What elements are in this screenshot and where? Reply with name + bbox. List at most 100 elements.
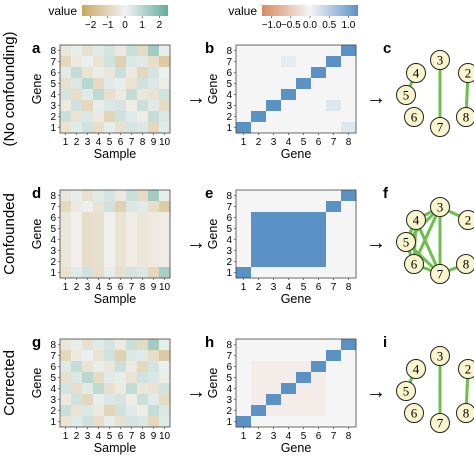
heatmap-cell — [148, 89, 160, 101]
heatmap-cell — [159, 190, 171, 202]
network-node — [396, 381, 416, 401]
heatmap-cell — [159, 350, 171, 362]
heatmap-cell — [251, 111, 267, 123]
network-node — [404, 403, 424, 423]
x-tick-label: 5 — [107, 282, 113, 293]
heatmap-cell — [104, 223, 116, 235]
heatmap-cell — [137, 78, 149, 90]
x-tick-label: 10 — [159, 431, 171, 442]
heatmap-cell — [71, 89, 83, 101]
heatmap-cell — [341, 212, 357, 224]
heatmap-cell — [82, 89, 94, 101]
heatmap-cell — [281, 201, 297, 213]
x-tick-label: 2 — [74, 431, 80, 442]
heatmap-cell — [148, 223, 160, 235]
x-tick-label: 3 — [271, 137, 277, 148]
heatmap-cell — [115, 111, 127, 123]
heatmap-cell — [148, 372, 160, 384]
heatmap-cell — [137, 339, 149, 351]
heatmap-cell — [104, 56, 116, 68]
heatmap-cell — [126, 372, 138, 384]
y-tick-label: 1 — [226, 268, 232, 279]
heatmap-cell — [137, 372, 149, 384]
network-node — [458, 210, 474, 230]
legend-colorbar — [82, 5, 168, 16]
heatmap-cell — [82, 234, 94, 246]
heatmap-cell — [71, 405, 83, 417]
heatmap-cell — [126, 201, 138, 213]
heatmap-frame — [59, 189, 171, 279]
x-tick-label: 6 — [118, 282, 124, 293]
legend-tick-label: −2 — [85, 20, 97, 31]
heatmap-cell — [236, 394, 252, 406]
heatmap-cell — [296, 394, 312, 406]
heatmap-cell — [281, 190, 297, 202]
heatmap-cell — [115, 78, 127, 90]
network-node — [456, 107, 474, 127]
heatmap-cell — [137, 234, 149, 246]
heatmap-cell — [60, 111, 72, 123]
x-tick-label: 7 — [331, 137, 337, 148]
heatmap-cell — [281, 256, 297, 268]
heatmap-cell — [82, 56, 94, 68]
heatmap-cell — [115, 339, 127, 351]
heatmap-cell — [159, 361, 171, 373]
heatmap-cell — [137, 190, 149, 202]
heatmap-cell — [266, 122, 282, 134]
heatmap-cell — [236, 256, 252, 268]
row-label: Corrected — [1, 350, 18, 416]
y-tick-label: 4 — [50, 90, 56, 101]
y-axis-label: Gene — [30, 74, 44, 105]
heatmap-cell — [93, 78, 105, 90]
network-node — [396, 232, 416, 252]
heatmap-cell — [148, 361, 160, 373]
heatmap-cell — [137, 223, 149, 235]
heatmap-cell — [159, 416, 171, 428]
heatmap-cell — [60, 67, 72, 79]
heatmap-cell — [251, 78, 267, 90]
heatmap-cell — [148, 245, 160, 257]
heatmap-cell — [341, 122, 357, 134]
heatmap-cell — [266, 267, 282, 279]
heatmap-cell — [159, 56, 171, 68]
heatmap-cell — [296, 212, 312, 224]
row-label: Confounded — [1, 193, 18, 275]
heatmap-cell — [341, 339, 357, 351]
heatmap-cell — [93, 394, 105, 406]
y-tick-label: 3 — [50, 395, 56, 406]
heatmap-cell — [159, 67, 171, 79]
heatmap-cell — [326, 234, 342, 246]
network-node-label: 8 — [463, 406, 470, 421]
heatmap-cell — [266, 372, 282, 384]
y-tick-label: 4 — [50, 384, 56, 395]
heatmap-cell — [60, 56, 72, 68]
heatmap-cell — [281, 45, 297, 57]
heatmap-cell — [266, 100, 282, 112]
heatmap-cell — [251, 372, 267, 384]
heatmap-cell — [126, 245, 138, 257]
heatmap-cell — [341, 56, 357, 68]
heatmap-cell — [60, 361, 72, 373]
y-tick-label: 2 — [50, 406, 56, 417]
heatmap-cell — [159, 223, 171, 235]
heatmap-cell — [148, 56, 160, 68]
network-node — [430, 117, 450, 137]
heatmap-cell — [311, 89, 327, 101]
heatmap-cell — [296, 100, 312, 112]
heatmap-cell — [93, 245, 105, 257]
heatmap-cell — [148, 394, 160, 406]
x-tick-label: 7 — [129, 282, 135, 293]
heatmap-cell — [311, 405, 327, 417]
heatmap-cell — [137, 100, 149, 112]
heatmap-cell — [115, 405, 127, 417]
heatmap-cell — [311, 416, 327, 428]
heatmap-cell — [281, 111, 297, 123]
legend-title: value — [48, 4, 77, 18]
panel-letter: h — [205, 334, 214, 351]
arrow-icon: → — [186, 232, 206, 254]
heatmap-cell — [60, 350, 72, 362]
heatmap-cell — [93, 372, 105, 384]
heatmap-cell — [82, 201, 94, 213]
heatmap-cell — [341, 89, 357, 101]
heatmap-cell — [326, 89, 342, 101]
